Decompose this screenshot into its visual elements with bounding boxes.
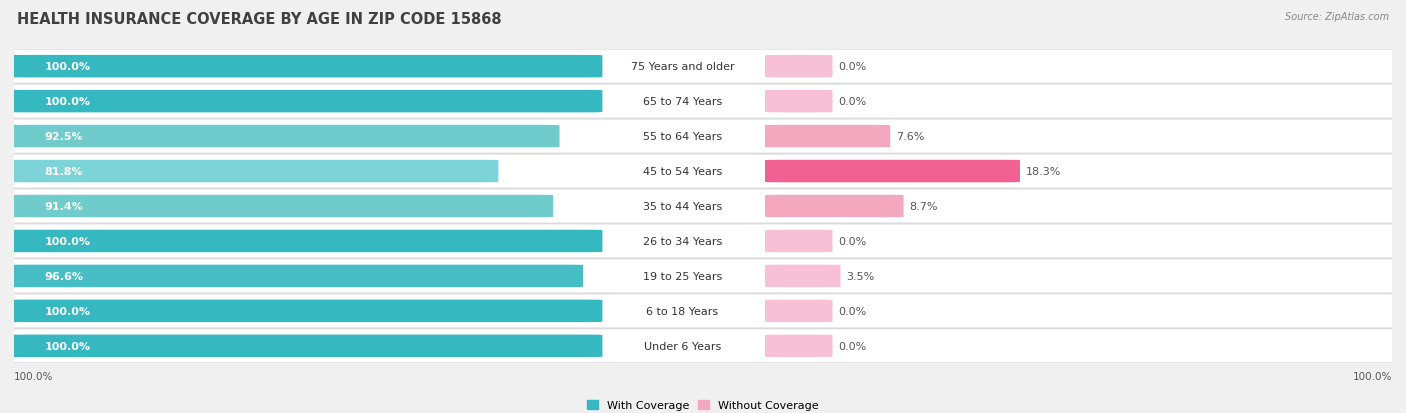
Text: 0.0%: 0.0% bbox=[838, 306, 866, 316]
Text: 100.0%: 100.0% bbox=[45, 97, 90, 107]
Text: 0.0%: 0.0% bbox=[838, 62, 866, 72]
FancyBboxPatch shape bbox=[0, 190, 1406, 223]
Text: 0.0%: 0.0% bbox=[838, 97, 866, 107]
Text: 19 to 25 Years: 19 to 25 Years bbox=[643, 271, 721, 281]
FancyBboxPatch shape bbox=[8, 90, 602, 113]
FancyBboxPatch shape bbox=[8, 230, 602, 253]
Text: HEALTH INSURANCE COVERAGE BY AGE IN ZIP CODE 15868: HEALTH INSURANCE COVERAGE BY AGE IN ZIP … bbox=[17, 12, 502, 27]
Text: 100.0%: 100.0% bbox=[45, 341, 90, 351]
Text: 92.5%: 92.5% bbox=[45, 132, 83, 142]
FancyBboxPatch shape bbox=[0, 329, 1406, 363]
FancyBboxPatch shape bbox=[0, 120, 1406, 154]
FancyBboxPatch shape bbox=[765, 126, 890, 148]
FancyBboxPatch shape bbox=[765, 335, 832, 357]
Text: 91.4%: 91.4% bbox=[45, 202, 83, 211]
FancyBboxPatch shape bbox=[765, 195, 904, 218]
Text: 18.3%: 18.3% bbox=[1025, 166, 1062, 177]
FancyBboxPatch shape bbox=[8, 265, 583, 287]
Text: 100.0%: 100.0% bbox=[45, 306, 90, 316]
FancyBboxPatch shape bbox=[8, 126, 560, 148]
Text: Source: ZipAtlas.com: Source: ZipAtlas.com bbox=[1285, 12, 1389, 22]
Text: 26 to 34 Years: 26 to 34 Years bbox=[643, 236, 721, 247]
FancyBboxPatch shape bbox=[8, 300, 602, 323]
Text: 35 to 44 Years: 35 to 44 Years bbox=[643, 202, 721, 211]
Text: 6 to 18 Years: 6 to 18 Years bbox=[647, 306, 718, 316]
FancyBboxPatch shape bbox=[765, 300, 832, 323]
Text: 96.6%: 96.6% bbox=[45, 271, 83, 281]
Text: 45 to 54 Years: 45 to 54 Years bbox=[643, 166, 721, 177]
FancyBboxPatch shape bbox=[0, 294, 1406, 328]
Text: Under 6 Years: Under 6 Years bbox=[644, 341, 721, 351]
FancyBboxPatch shape bbox=[765, 160, 1019, 183]
Text: 7.6%: 7.6% bbox=[896, 132, 924, 142]
FancyBboxPatch shape bbox=[765, 265, 841, 287]
FancyBboxPatch shape bbox=[8, 335, 602, 357]
Text: 65 to 74 Years: 65 to 74 Years bbox=[643, 97, 721, 107]
Text: 55 to 64 Years: 55 to 64 Years bbox=[643, 132, 721, 142]
FancyBboxPatch shape bbox=[765, 90, 832, 113]
Text: 0.0%: 0.0% bbox=[838, 236, 866, 247]
FancyBboxPatch shape bbox=[0, 85, 1406, 119]
Text: 3.5%: 3.5% bbox=[846, 271, 875, 281]
FancyBboxPatch shape bbox=[0, 224, 1406, 259]
FancyBboxPatch shape bbox=[8, 195, 553, 218]
Legend: With Coverage, Without Coverage: With Coverage, Without Coverage bbox=[582, 395, 824, 413]
Text: 100.0%: 100.0% bbox=[45, 236, 90, 247]
FancyBboxPatch shape bbox=[0, 259, 1406, 293]
Text: 100.0%: 100.0% bbox=[1353, 371, 1392, 381]
FancyBboxPatch shape bbox=[765, 230, 832, 253]
Text: 75 Years and older: 75 Years and older bbox=[630, 62, 734, 72]
Text: 100.0%: 100.0% bbox=[45, 62, 90, 72]
FancyBboxPatch shape bbox=[0, 154, 1406, 189]
Text: 0.0%: 0.0% bbox=[838, 341, 866, 351]
FancyBboxPatch shape bbox=[8, 160, 498, 183]
Text: 100.0%: 100.0% bbox=[14, 371, 53, 381]
Text: 81.8%: 81.8% bbox=[45, 166, 83, 177]
FancyBboxPatch shape bbox=[8, 56, 602, 78]
Text: 8.7%: 8.7% bbox=[910, 202, 938, 211]
FancyBboxPatch shape bbox=[0, 50, 1406, 84]
FancyBboxPatch shape bbox=[765, 56, 832, 78]
